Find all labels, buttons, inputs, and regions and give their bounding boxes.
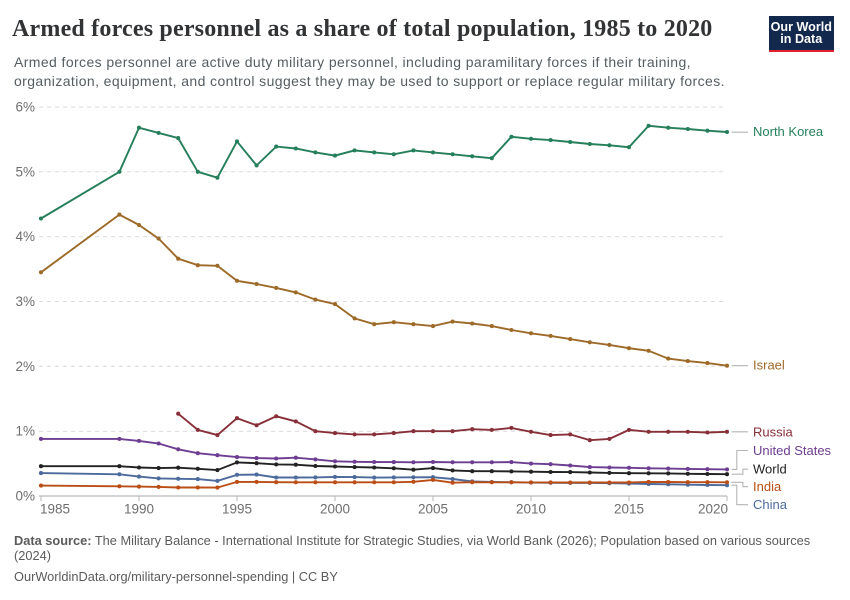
svg-text:India: India: [753, 479, 782, 494]
svg-text:3%: 3%: [15, 294, 35, 309]
svg-text:2015: 2015: [614, 502, 644, 517]
svg-text:2000: 2000: [320, 502, 350, 517]
svg-text:United States: United States: [753, 443, 832, 458]
svg-text:2010: 2010: [516, 502, 546, 517]
svg-text:1985: 1985: [40, 502, 70, 517]
svg-text:2005: 2005: [418, 502, 448, 517]
svg-text:World: World: [753, 462, 787, 477]
svg-text:Israel: Israel: [753, 357, 785, 372]
svg-text:China: China: [753, 497, 788, 512]
svg-text:North Korea: North Korea: [753, 124, 824, 139]
svg-text:0%: 0%: [15, 489, 35, 504]
svg-text:1%: 1%: [15, 424, 35, 439]
svg-text:1990: 1990: [124, 502, 154, 517]
svg-text:6%: 6%: [15, 100, 35, 115]
svg-text:5%: 5%: [15, 164, 35, 179]
svg-text:2%: 2%: [15, 359, 35, 374]
svg-text:4%: 4%: [15, 229, 35, 244]
svg-text:2020: 2020: [698, 502, 728, 517]
svg-text:1995: 1995: [222, 502, 252, 517]
svg-text:Russia: Russia: [753, 424, 794, 439]
